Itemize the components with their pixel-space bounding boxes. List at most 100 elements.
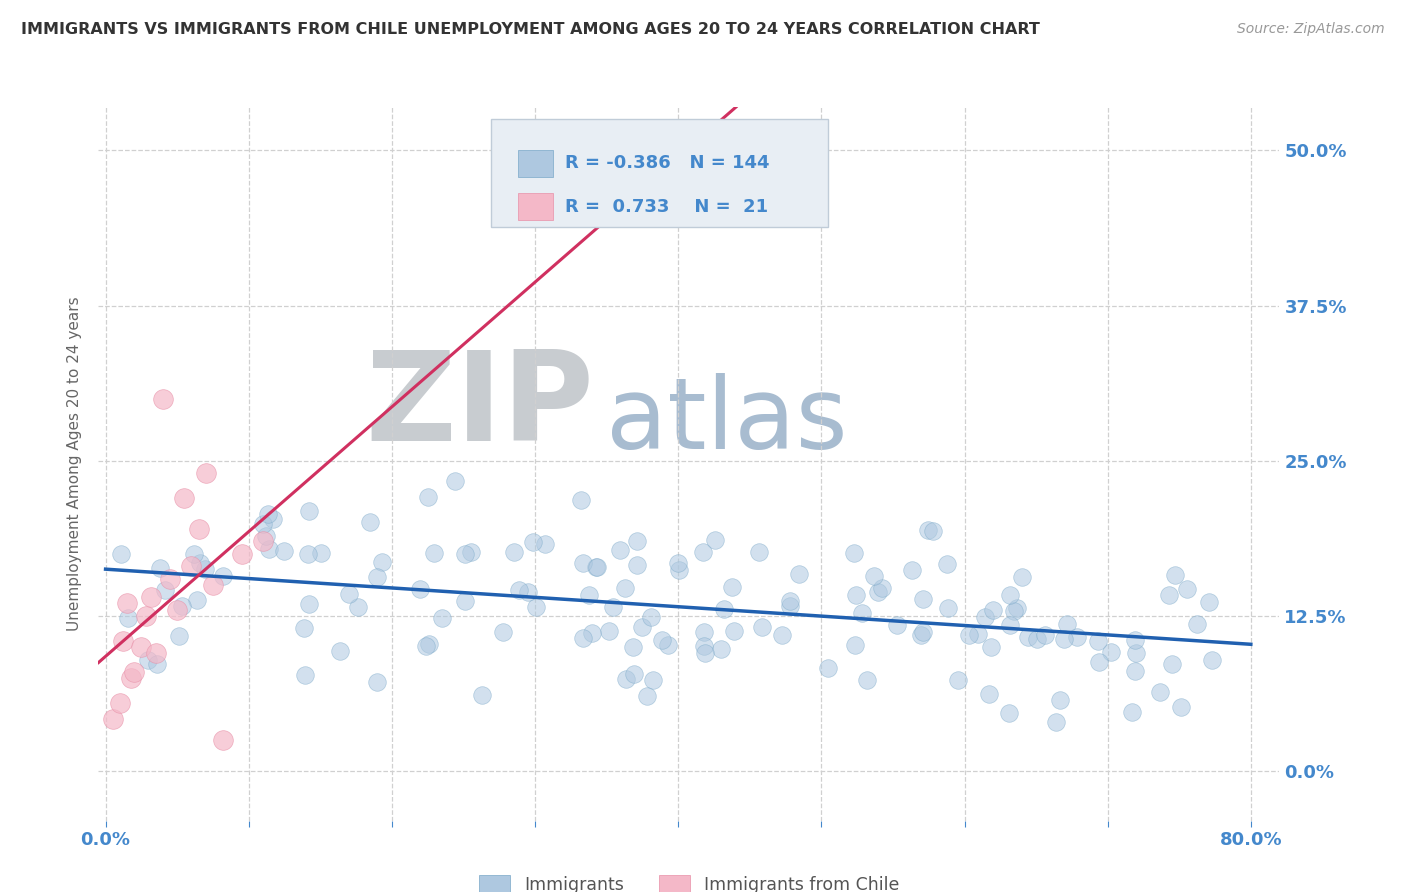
Point <box>1160 657 1182 671</box>
Point <box>585 560 607 574</box>
Point <box>1049 693 1071 707</box>
Point <box>851 606 873 620</box>
Point <box>1007 600 1029 615</box>
Point <box>586 559 609 574</box>
Point <box>257 541 280 556</box>
Point <box>657 638 679 652</box>
Point <box>779 599 801 613</box>
Point <box>201 578 224 592</box>
Point <box>1198 595 1220 609</box>
Point <box>173 491 195 505</box>
Point <box>1099 645 1122 659</box>
Point <box>194 561 217 575</box>
Point <box>273 543 295 558</box>
Point <box>145 646 167 660</box>
Point <box>1056 617 1078 632</box>
Point <box>166 602 188 616</box>
Point <box>868 584 890 599</box>
Point <box>967 626 990 640</box>
Point <box>517 584 540 599</box>
Point <box>111 633 134 648</box>
Point <box>110 547 132 561</box>
Point <box>721 580 744 594</box>
Point <box>152 392 174 406</box>
Point <box>311 546 333 560</box>
Point <box>609 543 631 558</box>
Point <box>692 545 714 559</box>
Point <box>415 639 437 653</box>
Point <box>1187 616 1209 631</box>
Point <box>651 633 673 648</box>
Point <box>703 533 725 547</box>
Point <box>418 637 440 651</box>
Point <box>1087 634 1109 648</box>
Point <box>713 601 735 615</box>
Point <box>636 689 658 703</box>
Point <box>912 591 935 606</box>
Point <box>508 582 530 597</box>
Point <box>1157 588 1180 602</box>
FancyBboxPatch shape <box>517 194 553 220</box>
Point <box>856 673 879 687</box>
Point <box>977 687 1000 701</box>
Point <box>631 620 654 634</box>
Point <box>231 547 253 561</box>
Point <box>779 594 801 608</box>
Point <box>256 507 278 521</box>
Point <box>1053 632 1076 647</box>
Point <box>1123 665 1146 679</box>
Point <box>167 629 190 643</box>
Point <box>524 600 547 615</box>
Point <box>136 653 159 667</box>
Point <box>408 582 430 596</box>
Point <box>187 522 209 536</box>
Point <box>787 567 810 582</box>
Point <box>569 493 592 508</box>
Point <box>1066 631 1088 645</box>
Point <box>623 667 645 681</box>
Point <box>366 570 388 584</box>
Point <box>1017 630 1039 644</box>
Point <box>135 608 157 623</box>
Point <box>1011 569 1033 583</box>
Point <box>188 556 211 570</box>
Point <box>170 599 193 614</box>
Point <box>723 624 745 638</box>
Point <box>108 696 131 710</box>
Point <box>159 572 181 586</box>
Point <box>598 624 620 639</box>
Point <box>922 524 945 538</box>
Point <box>117 611 139 625</box>
Point <box>101 712 124 726</box>
Point <box>901 563 924 577</box>
Point <box>693 640 716 654</box>
Point <box>911 624 934 639</box>
Point <box>347 600 370 615</box>
FancyBboxPatch shape <box>517 150 553 177</box>
Text: Source: ZipAtlas.com: Source: ZipAtlas.com <box>1237 22 1385 37</box>
Point <box>770 628 793 642</box>
Point <box>292 621 315 635</box>
Point <box>371 555 394 569</box>
Point <box>613 581 636 595</box>
Point <box>668 563 690 577</box>
Text: atlas: atlas <box>606 373 848 469</box>
Point <box>693 624 716 639</box>
Point <box>1033 628 1056 642</box>
Point <box>710 642 733 657</box>
FancyBboxPatch shape <box>491 120 828 227</box>
Point <box>212 568 235 582</box>
Point <box>329 644 352 658</box>
Point <box>917 523 939 537</box>
Point <box>626 558 648 572</box>
Point <box>886 618 908 632</box>
Text: IMMIGRANTS VS IMMIGRANTS FROM CHILE UNEMPLOYMENT AMONG AGES 20 TO 24 YEARS CORRE: IMMIGRANTS VS IMMIGRANTS FROM CHILE UNEM… <box>21 22 1040 37</box>
Point <box>1045 714 1067 729</box>
Point <box>186 592 208 607</box>
Point <box>423 546 446 560</box>
Point <box>845 588 868 602</box>
Point <box>578 588 600 602</box>
Point <box>1149 685 1171 699</box>
Point <box>910 628 932 642</box>
Point <box>254 529 277 543</box>
